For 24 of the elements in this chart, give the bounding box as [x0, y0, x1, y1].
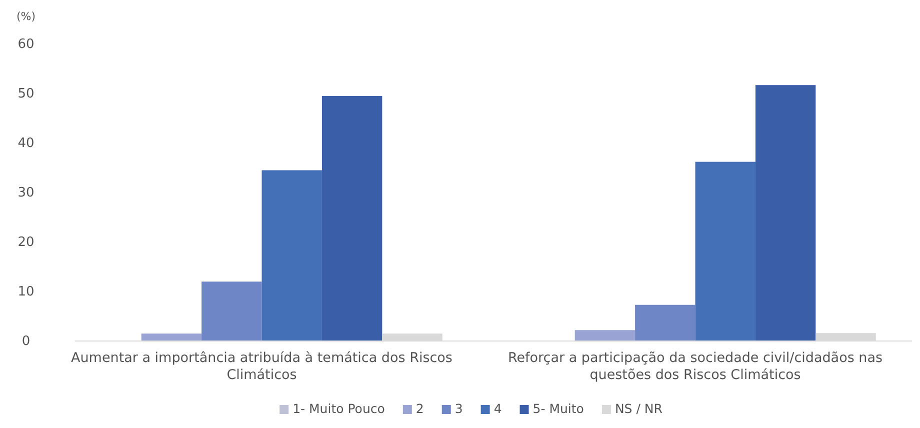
legend-label: 5- Muito	[532, 401, 584, 416]
y-tick-label: 20	[18, 235, 34, 250]
bar	[574, 330, 636, 341]
bar	[635, 304, 696, 341]
bar	[695, 162, 756, 341]
bar	[322, 96, 382, 341]
y-tick-label: 30	[18, 186, 34, 201]
legend-label: 1- Muito Pouco	[292, 401, 385, 416]
legend-label: 2	[416, 401, 424, 416]
y-tick-label: 10	[18, 284, 34, 300]
y-tick-label: 40	[18, 136, 34, 152]
x-tick-label: Reforçar a participação da sociedade civil/cidadãos nas questões dos Riscos Climáticos	[508, 350, 883, 383]
legend-label: 3	[454, 401, 463, 416]
x-tick-label: Aumentar a importância atribuída à temática dos Riscos Climáticos	[71, 350, 452, 383]
bar	[262, 170, 322, 341]
bar	[755, 85, 816, 341]
y-tick-label: 60	[18, 37, 34, 52]
legend-label: NS / NR	[614, 401, 663, 416]
y-tick-label: 0	[22, 334, 30, 350]
bar	[141, 334, 202, 341]
legend-label: 4	[494, 401, 502, 416]
y-axis-title: (%)	[16, 10, 36, 23]
y-tick-label: 50	[18, 86, 34, 102]
bar	[202, 282, 262, 341]
